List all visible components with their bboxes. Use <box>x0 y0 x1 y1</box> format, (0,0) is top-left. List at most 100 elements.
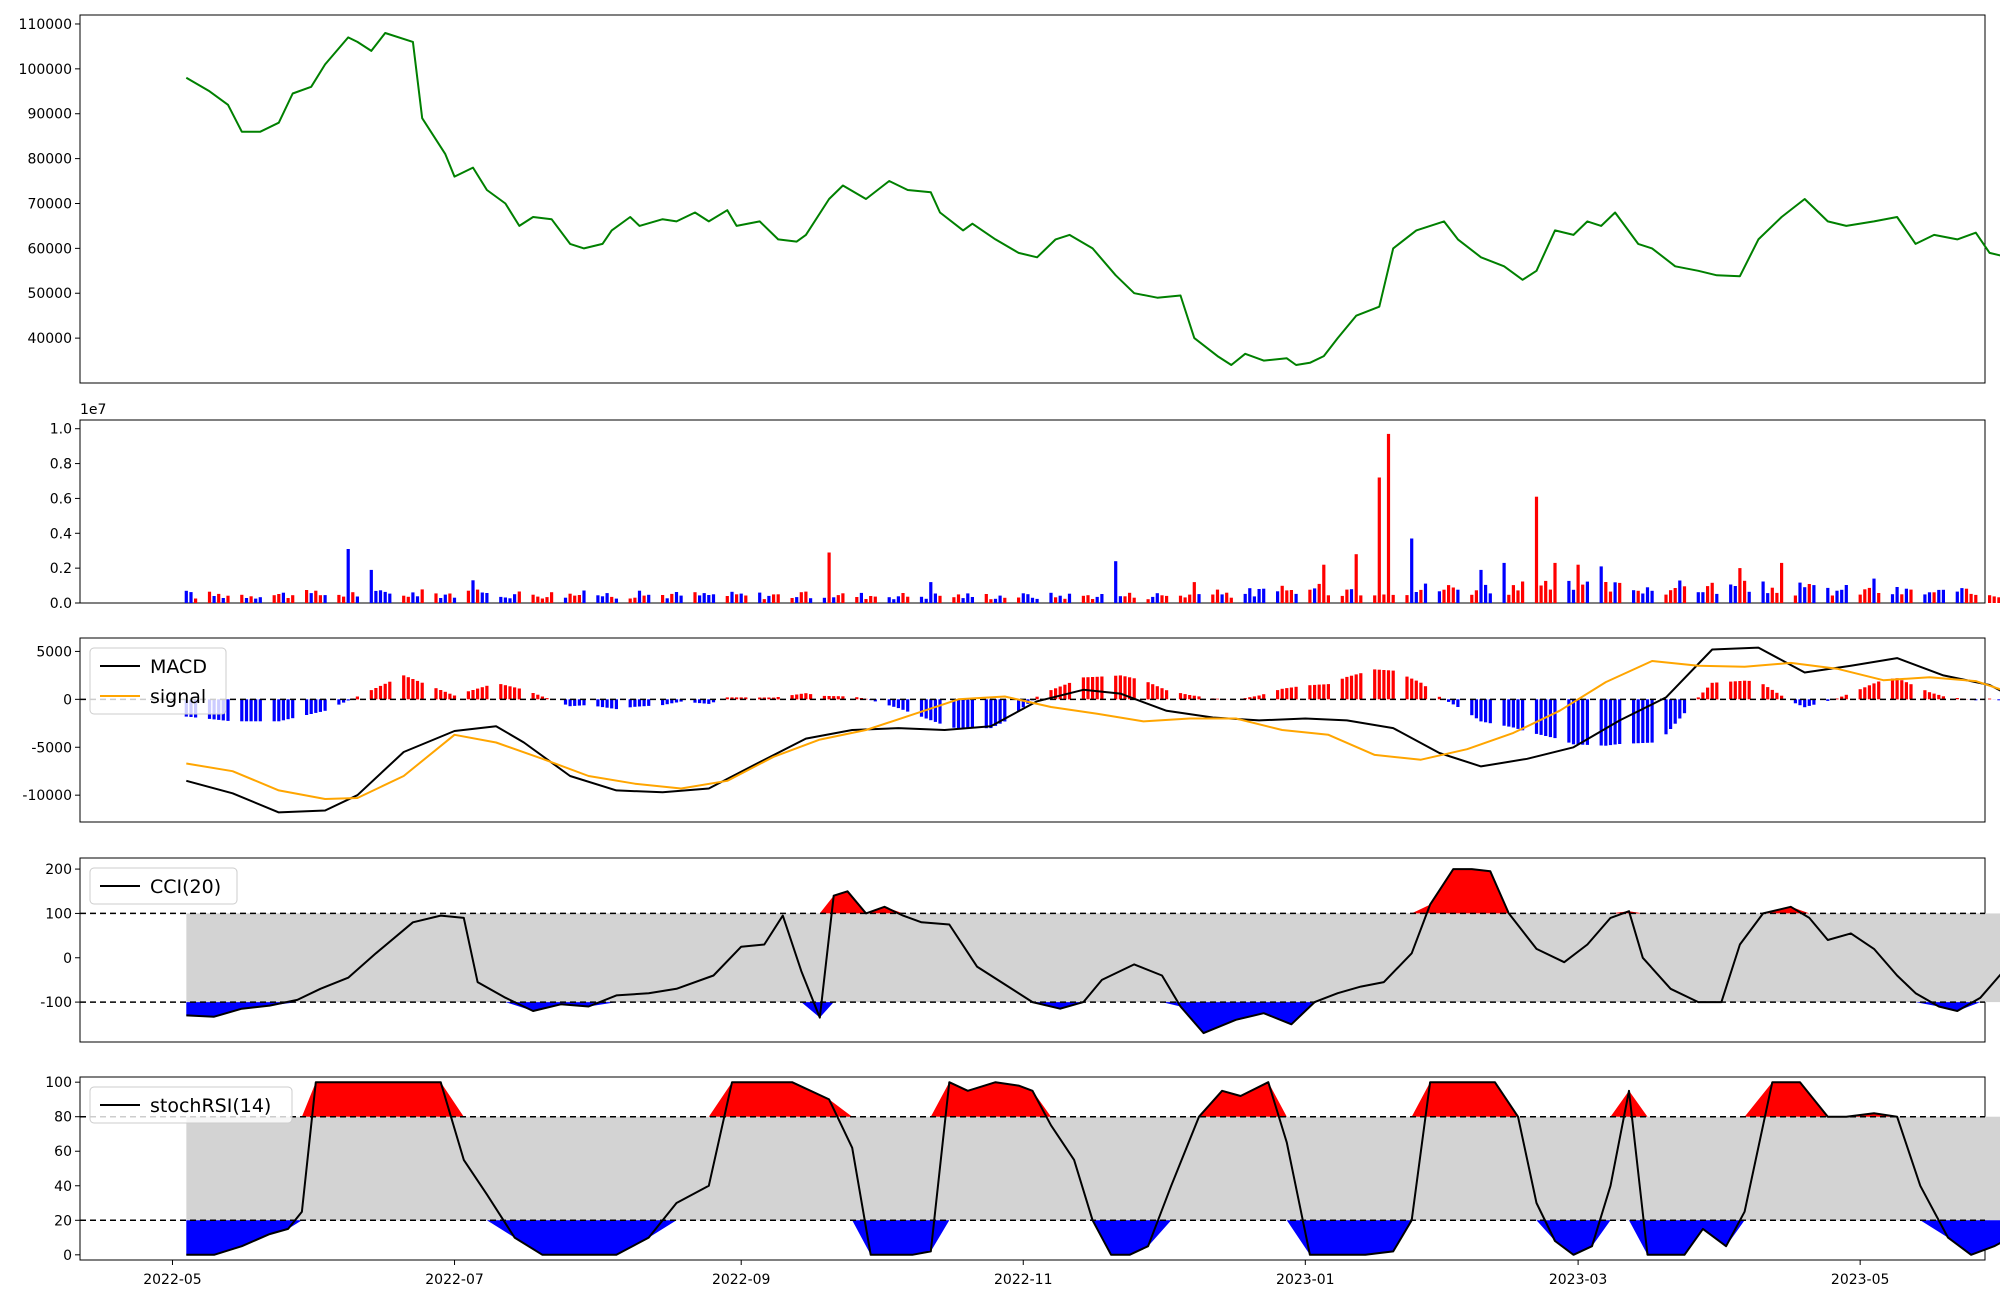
volume-bar <box>698 595 701 603</box>
volume-bar <box>772 594 775 603</box>
volume-bar <box>1068 594 1071 603</box>
y-tick-label: 60000 <box>27 241 72 257</box>
volume-bar <box>1119 596 1122 603</box>
y-tick-label: -10000 <box>22 788 72 804</box>
volume-bar <box>633 598 636 603</box>
volume-bar <box>453 598 456 603</box>
macd-histogram-bar <box>582 699 585 705</box>
macd-histogram-bar <box>1928 692 1931 699</box>
y-tick-label: 40000 <box>27 331 72 347</box>
volume-bar <box>324 595 327 603</box>
y-tick-label: 100 <box>45 906 72 922</box>
volume-bar <box>471 580 474 603</box>
macd-histogram-bar <box>1456 699 1459 707</box>
macd-histogram-bar <box>1281 689 1284 700</box>
volume-bar <box>1933 592 1936 603</box>
volume-bar <box>841 593 844 603</box>
volume-bar <box>1794 596 1797 604</box>
macd-histogram-bar <box>1091 677 1094 699</box>
macd-histogram-bar <box>1156 686 1159 699</box>
macd-histogram-bar <box>1290 688 1293 700</box>
volume-bar <box>1003 598 1006 603</box>
volume-bar <box>1738 568 1741 603</box>
volume-bar <box>1669 590 1672 603</box>
volume-bar <box>1826 588 1829 603</box>
y-tick-label: 100000 <box>19 62 72 78</box>
volume-bar <box>1965 589 1968 603</box>
volume-bar <box>481 593 484 604</box>
volume-bar <box>1970 594 1973 603</box>
y-tick-label: 80 <box>54 1110 72 1126</box>
neutral-band <box>186 913 2000 1002</box>
macd-histogram-bar <box>1327 684 1330 699</box>
macd-histogram-bar <box>1119 675 1122 699</box>
volume-bar <box>1452 588 1455 604</box>
volume-bar <box>892 599 895 603</box>
volume-bar <box>1253 596 1256 603</box>
macd-histogram-bar <box>370 690 373 699</box>
volume-bar <box>1258 589 1261 603</box>
volume-bar <box>971 597 974 603</box>
volume-bar <box>536 597 539 603</box>
macd-histogram-bar <box>287 699 290 719</box>
macd-histogram-bar <box>1697 697 1700 699</box>
volume-bar <box>638 591 641 603</box>
macd-histogram-bar <box>610 699 613 708</box>
volume-bar <box>287 598 290 603</box>
volume-bar <box>1392 595 1395 603</box>
volume-bar <box>1133 598 1136 603</box>
volume-bar <box>1780 563 1783 603</box>
volume-bar <box>610 597 613 603</box>
x-tick-label: 2022-07 <box>425 1272 484 1288</box>
volume-bar <box>643 596 646 603</box>
volume-bar <box>1442 590 1445 603</box>
y-tick-label: 60 <box>54 1144 72 1160</box>
macd-histogram-bar <box>1812 699 1815 704</box>
macd-histogram-bar <box>962 699 965 728</box>
macd-histogram-bar <box>1165 690 1168 699</box>
macd-histogram-bar <box>1410 679 1413 700</box>
macd-histogram-bar <box>518 689 521 700</box>
volume-bar <box>703 593 706 603</box>
y-tick-label: 0.8 <box>50 457 72 473</box>
volume-bar <box>532 595 535 603</box>
volume-bar <box>1715 594 1718 603</box>
volume-bar <box>670 594 673 603</box>
y-tick-label: 0 <box>63 951 72 967</box>
volume-bar <box>1262 589 1265 603</box>
volume-bar <box>1859 595 1862 603</box>
macd-histogram-bar <box>1715 683 1718 700</box>
volume-bar <box>874 597 877 603</box>
volume-bar <box>601 596 604 603</box>
volume-bar <box>758 593 761 603</box>
macd-histogram-bar <box>1484 699 1487 722</box>
volume-bar <box>1160 595 1163 603</box>
volume-bar <box>1387 434 1390 603</box>
macd-histogram-bar <box>1581 699 1584 744</box>
volume-bar <box>1706 586 1709 603</box>
volume-bar <box>985 594 988 603</box>
volume-bar <box>1424 584 1427 603</box>
volume-bar <box>1803 587 1806 603</box>
y-tick-label: 50000 <box>27 286 72 302</box>
macd-histogram-bar <box>444 692 447 700</box>
macd-histogram-bar <box>573 699 576 706</box>
volume-bar <box>1743 581 1746 603</box>
macd-histogram-bar <box>1470 699 1473 715</box>
macd-histogram-bar <box>411 679 414 699</box>
volume-bar <box>388 594 391 603</box>
volume-bar <box>1470 595 1473 603</box>
macd-histogram-bar <box>439 690 442 699</box>
macd-histogram-bar <box>1896 678 1899 699</box>
volume-bar <box>1438 591 1441 603</box>
macd-histogram-bar <box>259 699 262 721</box>
macd-histogram-bar <box>1808 699 1811 706</box>
volume-bar <box>1114 561 1117 603</box>
macd-histogram-bar <box>1345 677 1348 699</box>
x-tick-label: 2022-05 <box>143 1272 202 1288</box>
volume-bar <box>1059 596 1062 603</box>
volume-bar <box>712 594 715 603</box>
volume-bar <box>823 598 826 603</box>
volume-bar <box>1373 595 1376 603</box>
macd-histogram-bar <box>629 699 632 707</box>
